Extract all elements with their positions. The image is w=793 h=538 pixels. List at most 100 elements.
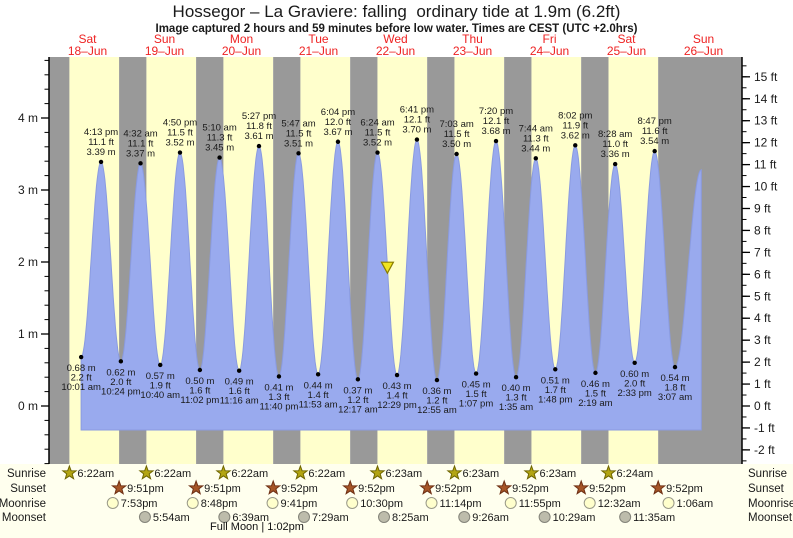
- high-tide-label: 7:44 am: [519, 123, 553, 134]
- low-tide-label: 0.40 m: [502, 383, 531, 394]
- low-tide-label: 1.6 ft: [189, 386, 210, 397]
- low-tide-label: 1.4 ft: [386, 391, 407, 402]
- moonrise-icon: [583, 497, 596, 509]
- moonset-icon: [297, 511, 310, 523]
- tide-event-dot: [493, 138, 499, 144]
- right-axis-label: 11 ft: [754, 158, 777, 172]
- sunrise-icon: [61, 464, 78, 480]
- moonrise-time: 7:53pm: [121, 498, 158, 510]
- tide-event-dot: [256, 143, 262, 149]
- night-band: [427, 57, 434, 464]
- day-name-label: Sat: [617, 32, 636, 46]
- page-title: Hossegor – La Graviere: falling ordinary…: [172, 2, 621, 21]
- moonrise-time: 11:55pm: [519, 498, 561, 510]
- night-band: [196, 57, 203, 464]
- tide-event-dot: [672, 364, 678, 370]
- right-axis-label: 8 ft: [754, 223, 771, 237]
- low-tide-label: 2:33 pm: [618, 388, 652, 399]
- tide-event-dot: [473, 371, 479, 376]
- right-axis-label: 3 ft: [754, 333, 771, 347]
- high-tide-label: 12.1 ft: [404, 115, 431, 126]
- full-moon-label: Full Moon | 1:02pm: [210, 521, 304, 533]
- tide-event-dot: [296, 151, 301, 156]
- low-tide-label: 0.60 m: [620, 369, 649, 380]
- sunset-icon: [111, 479, 128, 495]
- sunset-time: 9:52pm: [281, 483, 318, 495]
- night-band: [49, 57, 70, 464]
- low-tide-label: 0.43 m: [383, 381, 412, 392]
- low-tide-label: 11:02 pm: [180, 395, 219, 406]
- low-tide-label: 0.41 m: [264, 382, 293, 393]
- low-tide-label: 0.36 m: [422, 386, 451, 397]
- low-tide-label: 2.0 ft: [110, 377, 131, 388]
- page-subtitle: Image captured 2 hours and 59 minutes be…: [155, 23, 638, 35]
- tide-event-dot: [533, 156, 539, 161]
- moonrise-icon: [346, 497, 359, 509]
- sunset-time: 9:52pm: [512, 483, 549, 495]
- tide-event-dot: [118, 359, 124, 364]
- day-date-label: 20–Jun: [222, 44, 261, 58]
- tide-event-dot: [138, 161, 143, 166]
- right-axis-label: 15 ft: [754, 70, 778, 84]
- left-axis-label: 2 m: [18, 255, 38, 269]
- sunset-time: 9:51pm: [127, 483, 164, 495]
- high-tide-label: 11.5 ft: [286, 128, 312, 139]
- tide-event-dot: [612, 161, 618, 167]
- sunrise-icon: [138, 464, 155, 480]
- low-tide-label: 1:07 pm: [459, 399, 493, 410]
- sunset-time: 9:52pm: [589, 483, 626, 495]
- right-axis-label: 13 ft: [754, 114, 778, 128]
- moonrise-time: 11:14pm: [440, 498, 482, 510]
- moonset-icon: [619, 511, 632, 523]
- high-tide-label: 4:50 pm: [163, 118, 197, 129]
- tide-event-dot: [652, 148, 657, 154]
- astro-row-label-left: Sunset: [10, 483, 47, 495]
- right-axis-label: 14 ft: [754, 92, 778, 106]
- day-date-label: 26–Jun: [684, 44, 723, 58]
- sunset-icon: [265, 479, 282, 495]
- right-axis-label: 2 ft: [754, 355, 771, 369]
- high-tide-label: 11.6 ft: [642, 126, 668, 137]
- low-tide-label: 0.50 m: [185, 376, 214, 387]
- astro-row-label-left: Moonrise: [0, 498, 46, 510]
- sunset-icon: [573, 479, 590, 495]
- low-tide-label: 1.3 ft: [506, 393, 527, 404]
- right-axis-label: 10 ft: [754, 180, 778, 194]
- right-axis-label: 9 ft: [754, 201, 771, 215]
- high-tide-label: 6:41 pm: [400, 105, 434, 116]
- sunrise-time: 6:22am: [154, 468, 191, 480]
- moonset-icon: [218, 511, 231, 523]
- low-tide-label: 12:17 am: [338, 404, 378, 415]
- tide-event-dot: [553, 367, 558, 372]
- sunset-icon: [650, 479, 667, 495]
- high-tide-label: 3.51 m: [284, 138, 313, 149]
- high-tide-label: 3.50 m: [442, 139, 471, 150]
- astro-row-label-right: Sunset: [748, 483, 785, 495]
- day-name-label: Thu: [462, 32, 483, 46]
- night-band: [504, 57, 511, 464]
- moonset-time: 7:29am: [312, 512, 349, 524]
- high-tide-label: 4:13 pm: [84, 127, 118, 138]
- high-tide-label: 7:20 pm: [479, 106, 513, 117]
- low-tide-label: 3:07 am: [658, 392, 692, 403]
- tide-event-dot: [513, 375, 519, 380]
- low-tide-label: 0.62 m: [106, 367, 135, 378]
- low-tide-label: 12:29 pm: [377, 400, 417, 411]
- moonrise-time: 12:32am: [598, 498, 641, 510]
- high-tide-label: 3.37 m: [126, 148, 155, 159]
- right-axis-label: -2 ft: [754, 443, 775, 457]
- low-tide-label: 12:55 am: [417, 405, 457, 416]
- tide-event-dot: [593, 370, 598, 376]
- astro-rows: Sunrise Sunrise Sunset Sunset Moonrise Moonri…: [0, 464, 793, 524]
- tide-event-dot: [217, 155, 222, 160]
- night-band: [119, 57, 126, 464]
- sunset-time: 9:51pm: [204, 483, 241, 495]
- low-tide-label: 1.5 ft: [466, 389, 487, 400]
- sunrise-time: 6:22am: [231, 468, 268, 480]
- moonset-icon: [458, 511, 471, 523]
- tide-event-dot: [573, 143, 578, 148]
- sunrise-time: 6:23am: [385, 468, 422, 480]
- sunrise-icon: [523, 464, 540, 480]
